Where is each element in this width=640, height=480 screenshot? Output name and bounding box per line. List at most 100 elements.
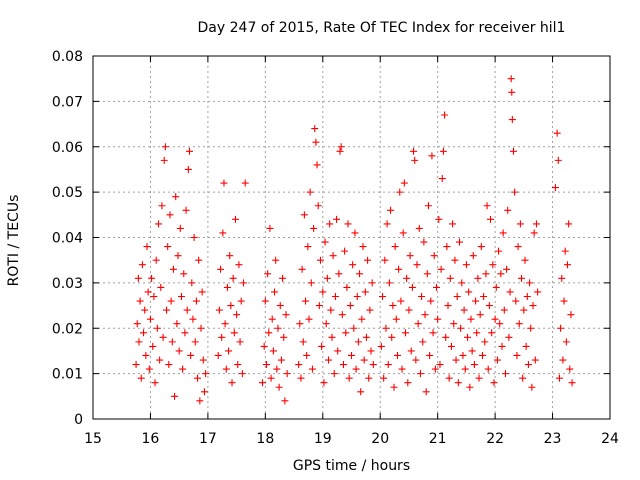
data-point (484, 365, 492, 373)
x-axis-label: GPS time / hours (293, 458, 410, 474)
data-point (395, 265, 403, 273)
data-point (398, 365, 406, 373)
data-point (138, 261, 146, 269)
data-point (436, 361, 444, 369)
data-point (264, 270, 272, 278)
y-tick-label: 0.02 (52, 321, 83, 337)
data-point (160, 156, 168, 164)
data-point (342, 329, 350, 337)
data-point (447, 342, 455, 350)
data-point (305, 315, 313, 323)
data-point (161, 143, 169, 151)
data-point (491, 315, 499, 323)
data-point (154, 220, 162, 228)
data-point (148, 274, 156, 282)
data-point (151, 379, 159, 387)
data-point (326, 220, 334, 228)
data-point (488, 329, 496, 337)
data-point (159, 333, 167, 341)
data-point (175, 347, 183, 355)
data-point (501, 370, 509, 378)
data-point (470, 361, 478, 369)
data-point (427, 297, 435, 305)
data-point (276, 302, 284, 310)
data-point (328, 333, 336, 341)
data-point (141, 306, 149, 314)
x-tick-label: 15 (84, 431, 102, 447)
data-point (477, 243, 485, 251)
data-point (265, 329, 273, 337)
data-point (258, 379, 266, 387)
data-point (474, 274, 482, 282)
data-point (406, 252, 414, 260)
x-tick-label: 16 (142, 431, 160, 447)
data-point (300, 211, 308, 219)
data-point (238, 370, 246, 378)
data-point (331, 292, 339, 300)
data-point (430, 252, 438, 260)
data-point (199, 356, 207, 364)
data-point (323, 274, 331, 282)
data-point (481, 338, 489, 346)
data-point (385, 279, 393, 287)
data-point (196, 397, 204, 405)
x-tick-label: 22 (486, 431, 504, 447)
data-point (356, 270, 364, 278)
data-point (325, 356, 333, 364)
data-point (435, 215, 443, 223)
data-point (379, 292, 387, 300)
data-point (555, 374, 563, 382)
data-point (341, 247, 349, 255)
data-point (336, 147, 344, 155)
data-point (513, 351, 521, 359)
data-point (268, 315, 276, 323)
data-point (182, 206, 190, 214)
x-tick-label: 20 (371, 431, 389, 447)
y-tick-label: 0.03 (52, 276, 83, 292)
data-point (132, 361, 140, 369)
data-point (453, 292, 461, 300)
data-point (225, 347, 233, 355)
data-point (469, 252, 477, 260)
data-point (202, 370, 210, 378)
data-point (296, 320, 304, 328)
data-point (562, 338, 570, 346)
data-point (330, 370, 338, 378)
data-point (559, 356, 567, 364)
data-point (176, 224, 184, 232)
data-point (509, 147, 517, 155)
data-point (231, 215, 239, 223)
data-point (223, 283, 231, 291)
x-tick-label: 18 (256, 431, 274, 447)
data-point (164, 243, 172, 251)
data-point (508, 88, 516, 96)
data-point (222, 365, 230, 373)
data-point (412, 356, 420, 364)
data-point (489, 261, 497, 269)
data-point (235, 261, 243, 269)
data-point (485, 302, 493, 310)
data-point (197, 324, 205, 332)
data-point (221, 320, 229, 328)
data-point (354, 338, 362, 346)
data-point (187, 351, 195, 359)
y-tick-label: 0 (74, 412, 83, 428)
data-point (473, 329, 481, 337)
data-point (133, 320, 141, 328)
data-point (553, 129, 561, 137)
data-point (500, 306, 508, 314)
data-point (240, 279, 248, 287)
data-point (142, 351, 150, 359)
data-point (391, 243, 399, 251)
data-point (271, 288, 279, 296)
data-point (229, 274, 237, 282)
data-point (566, 365, 574, 373)
data-point (518, 274, 526, 282)
data-point (297, 374, 305, 382)
data-point (173, 320, 181, 328)
data-point (333, 215, 341, 223)
data-point (214, 351, 222, 359)
data-point (480, 292, 488, 300)
data-point (384, 361, 392, 369)
